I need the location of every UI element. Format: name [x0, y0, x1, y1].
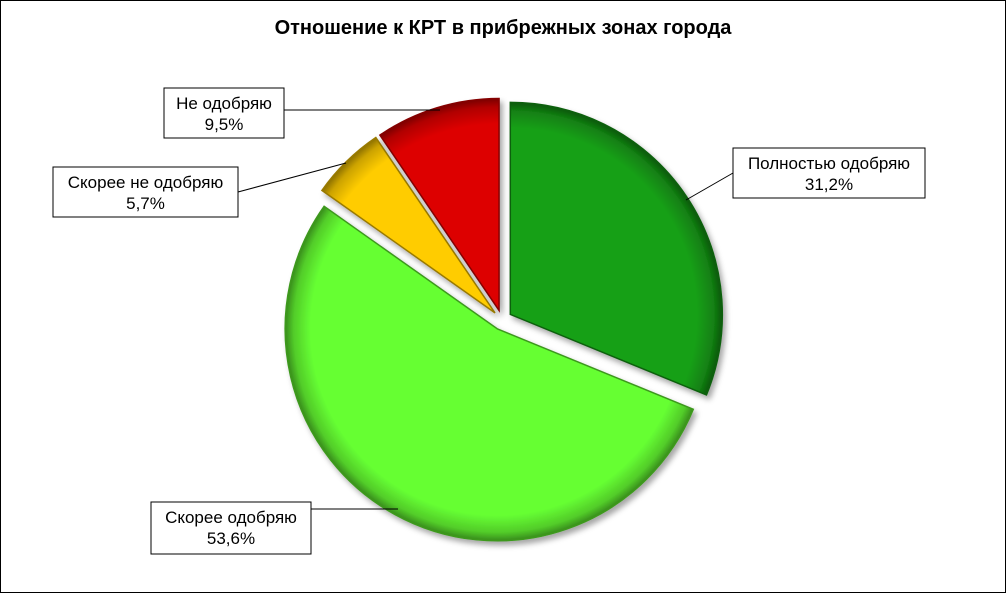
- data-label-box: [163, 87, 285, 139]
- chart-title: Отношение к КРТ в прибрежных зонах город…: [274, 17, 732, 39]
- data-label-value: 5,7%: [126, 194, 165, 213]
- data-label-category: Не одобряю: [176, 94, 272, 113]
- label-leader-line: [685, 172, 734, 201]
- data-label-value: 31,2%: [805, 175, 853, 194]
- data-label-box: [150, 501, 312, 555]
- pie-slice: [320, 136, 496, 314]
- pie-labels: Полностью одобряю 31,2% Скорее одобряю 53,6…: [52, 87, 926, 555]
- data-label-category: Скорее не одобряю: [68, 173, 224, 192]
- data-label-box: [732, 147, 926, 199]
- pie-slice: [378, 97, 500, 313]
- pie-slices: [284, 97, 724, 542]
- data-label-box: [52, 166, 239, 218]
- label-leader-line: [237, 162, 347, 193]
- data-label-category: Полностью одобряю: [748, 154, 910, 173]
- data-label-value: 53,6%: [207, 529, 255, 548]
- pie-slice: [284, 205, 695, 542]
- pie-slice: [509, 101, 724, 396]
- data-label-value: 9,5%: [205, 115, 244, 134]
- data-label-category: Скорее одобряю: [165, 508, 297, 527]
